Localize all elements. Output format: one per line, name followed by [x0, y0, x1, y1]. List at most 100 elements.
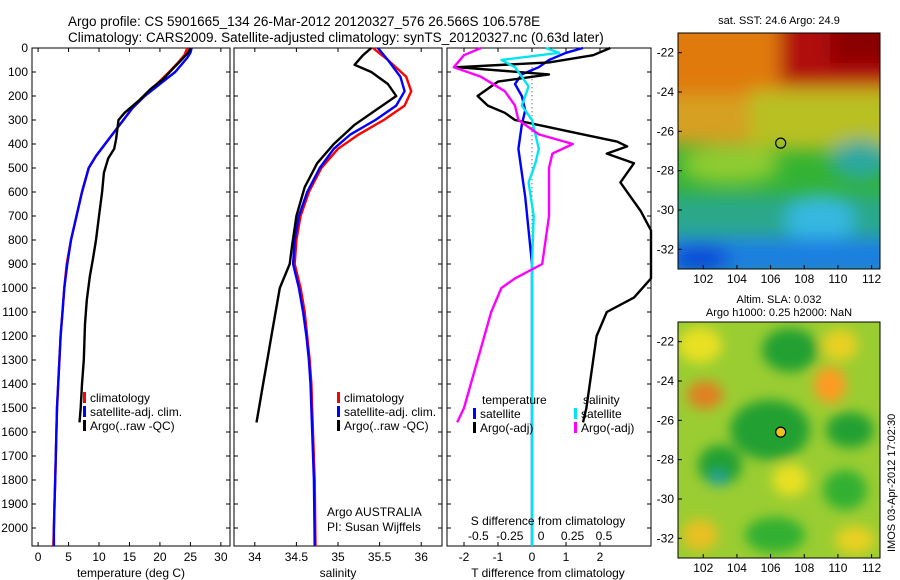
depth-tick-label: 300	[8, 113, 28, 127]
p1-xtick-label: 30	[214, 550, 228, 564]
sla-map-title2: Argo h1000: 0.25 h2000: NaN	[706, 307, 852, 319]
p2-xtick-label: 34.5	[285, 550, 309, 564]
p2-series-satellite-adj-clim	[291, 47, 406, 547]
legend-label-climatology: climatology	[344, 391, 404, 405]
diff-legend-label-satellite: satellite	[581, 407, 622, 421]
diff-legend-label-argo-adj: Argo(-adj)	[480, 421, 533, 435]
difference-xlabel: T difference from climatology	[471, 566, 625, 580]
temperature-lines	[52, 47, 193, 547]
p1-xtick-label: 20	[153, 550, 167, 564]
salinity-xlabel: salinity	[320, 566, 357, 580]
header-line2: Climatology: CARS2009. Satellite-adjuste…	[68, 30, 604, 45]
legend-swatch-argo-raw-qc	[337, 420, 340, 431]
m2-ytick-label: -26	[657, 413, 675, 427]
p3-xtick-label: 0	[529, 550, 536, 564]
p1-xtick-label: 25	[184, 550, 198, 564]
difference-ticks: -2 -1 0 1 2 -0.5 -0.25 0 0.25 0.5	[447, 47, 651, 564]
legend-temperature-title: temperature	[482, 393, 547, 407]
m2-xtick-label: 112	[862, 561, 881, 575]
p3-xtick-label: -1	[493, 550, 504, 564]
legend-swatch-satellite-adj-clim	[337, 406, 340, 417]
legend-label-satellite-adj-clim: satellite-adj. clim.	[344, 405, 436, 419]
depth-tick-label: 0	[21, 41, 28, 55]
depth-tick-label: 100	[8, 65, 28, 79]
difference-top-tick-label: -0.25	[496, 529, 524, 543]
m1-xtick-label: 104	[727, 272, 747, 286]
m1-xtick-label: 102	[693, 272, 713, 286]
depth-tick-label: 1800	[1, 473, 28, 487]
m1-ytick-label: -24	[657, 85, 675, 99]
legend-swatch-argo-raw-qc	[83, 420, 86, 431]
p2-series-argo-raw-qc	[255, 47, 398, 423]
depth-tick-label: 900	[8, 257, 28, 271]
salinity-axes	[233, 47, 443, 547]
depth-tick-label: 1200	[1, 329, 28, 343]
legend-label-satellite-adj-clim: satellite-adj. clim.	[90, 405, 182, 419]
temperature-panel: 0 5 10 15 20 25 300100200300400500600700800900…	[1, 41, 231, 580]
m2-xtick-label: 102	[693, 561, 713, 575]
diff-legend-swatch	[574, 422, 577, 433]
depth-tick-label: 200	[8, 89, 28, 103]
m2-xtick-label: 104	[727, 561, 747, 575]
p1-series-satellite-adj-clim	[52, 47, 193, 546]
difference-top-tick-label: 0.25	[561, 529, 585, 543]
difference-axes	[446, 47, 652, 547]
legend-swatch-climatology	[83, 392, 86, 403]
depth-tick-label: 1000	[1, 281, 28, 295]
diff-legend-swatch	[473, 408, 476, 419]
m2-ytick-label: -22	[657, 335, 675, 349]
legend-swatch-climatology	[337, 392, 340, 403]
sla-heatmap-field	[678, 322, 880, 558]
depth-tick-label: 700	[8, 209, 28, 223]
temperature-axes	[31, 47, 231, 547]
p1-xtick-label: 15	[123, 550, 137, 564]
legend-salinity-title: salinity	[583, 393, 620, 407]
temperature-ticks: 0 5 10 15 20 25 300100200300400500600700800900…	[1, 41, 230, 564]
imos-timestamp: IMOS 03-Apr-2012 17:02:30	[886, 414, 898, 552]
difference-top-tick-label: 0	[538, 529, 545, 543]
difference-top-tick-label: -0.5	[468, 529, 489, 543]
temperature-xlabel: temperature (deg C)	[77, 566, 185, 580]
depth-tick-label: 1500	[1, 401, 28, 415]
depth-tick-label: 1300	[1, 353, 28, 367]
p2-xtick-label: 34	[248, 550, 262, 564]
sst-heatmap-field	[678, 33, 880, 269]
sst-map-frame	[677, 32, 881, 270]
m2-xtick-label: 108	[794, 561, 814, 575]
p3-series-s-argo-adj	[452, 46, 574, 423]
diff-legend-swatch	[574, 408, 577, 419]
legend-label-argo-raw-qc: Argo(..raw -QC)	[90, 419, 175, 433]
depth-tick-label: 1900	[1, 497, 28, 511]
m1-xtick-label: 112	[862, 272, 881, 286]
depth-tick-label: 400	[8, 137, 28, 151]
m1-ytick-label: -32	[657, 242, 675, 256]
p2-xtick-label: 35	[331, 550, 345, 564]
sla-argo-marker	[775, 426, 787, 438]
m2-ytick-label: -32	[657, 531, 675, 545]
depth-tick-label: 2000	[1, 521, 28, 535]
sla-map-ticks: 102 104 106 108 110 112 -22 -24 -26 -28 -30 -32	[657, 335, 882, 575]
header-line1: Argo profile: CS 5901665_134 26-Mar-2012…	[68, 14, 540, 29]
legend-label-argo-raw-qc: Argo(..raw -QC)	[344, 419, 429, 433]
m2-ytick-label: -30	[657, 492, 675, 506]
depth-tick-label: 1400	[1, 377, 28, 391]
sla-map-title1: Altim. SLA: 0.032	[737, 294, 822, 306]
difference-top-tick-label: 0.5	[596, 529, 613, 543]
p1-xtick-label: 5	[65, 550, 72, 564]
depth-tick-label: 1600	[1, 425, 28, 439]
depth-tick-label: 1100	[2, 305, 28, 319]
pi-label: PI: Susan Wijffels	[327, 520, 421, 534]
p3-xtick-label: -2	[459, 550, 470, 564]
diff-legend-label-satellite: satellite	[480, 407, 521, 421]
p3-xtick-label: 1	[563, 550, 570, 564]
difference-legend: temperature salinity satelliteArgo(-adj)…	[473, 393, 634, 435]
sla-map-frame	[677, 321, 881, 559]
difference-panel: -2 -1 0 1 2 -0.5 -0.25 0 0.25 0.5 temperature sal…	[446, 46, 653, 580]
difference-lines	[452, 46, 653, 546]
diff-legend-label-argo-adj: Argo(-adj)	[581, 421, 634, 435]
p1-xtick-label: 10	[92, 550, 106, 564]
p3-series-t-argo-adj	[456, 46, 653, 423]
